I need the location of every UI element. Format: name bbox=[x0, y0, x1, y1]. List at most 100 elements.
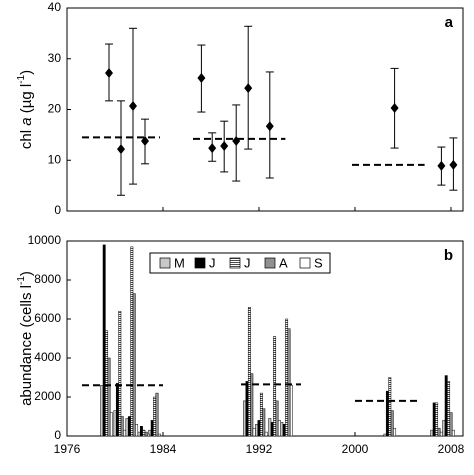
bar bbox=[113, 410, 117, 437]
label-part: chl bbox=[18, 126, 35, 149]
bar bbox=[137, 431, 141, 437]
point bbox=[449, 159, 458, 170]
bar bbox=[285, 318, 289, 437]
legend-label: J bbox=[244, 255, 251, 270]
bar bbox=[449, 412, 453, 437]
bar bbox=[262, 408, 266, 437]
bar bbox=[123, 429, 127, 437]
bar bbox=[118, 310, 122, 437]
bar bbox=[132, 293, 136, 437]
bar bbox=[127, 416, 131, 437]
x-tick-label: 2008 bbox=[438, 442, 465, 456]
bar bbox=[252, 427, 256, 437]
bar bbox=[157, 433, 161, 437]
bar bbox=[142, 429, 146, 437]
bar bbox=[447, 381, 451, 437]
bar bbox=[432, 402, 436, 437]
bar bbox=[442, 420, 446, 437]
point bbox=[232, 135, 241, 146]
x-tick-label: 1992 bbox=[246, 442, 273, 456]
y-tick-label: 0 bbox=[54, 203, 61, 217]
legend-swatch bbox=[229, 257, 241, 269]
legend-label: M bbox=[174, 255, 185, 270]
bar bbox=[289, 385, 293, 437]
point bbox=[244, 83, 253, 94]
bar bbox=[385, 390, 389, 437]
legend-label: S bbox=[314, 255, 323, 270]
bar bbox=[280, 422, 284, 437]
legend-swatch bbox=[194, 257, 206, 269]
panel-label: a bbox=[445, 14, 454, 31]
y-axis-label: chl a (µg l-1) bbox=[16, 70, 35, 149]
bar bbox=[270, 422, 274, 437]
label-part: ) bbox=[18, 271, 35, 276]
bar bbox=[388, 377, 392, 437]
label-part: -1 bbox=[16, 74, 27, 83]
bar bbox=[444, 375, 448, 437]
y-tick-label: 8000 bbox=[34, 272, 61, 286]
bar bbox=[383, 433, 387, 437]
y-tick-label: 20 bbox=[48, 102, 62, 116]
bar bbox=[139, 426, 143, 437]
bar bbox=[130, 246, 134, 437]
point bbox=[437, 160, 446, 171]
legend-swatch bbox=[299, 257, 311, 269]
bar bbox=[255, 424, 259, 437]
bar bbox=[150, 420, 154, 437]
bar bbox=[144, 431, 148, 437]
bar bbox=[155, 392, 159, 437]
y-tick-label: 30 bbox=[48, 51, 62, 65]
x-tick-label: 2000 bbox=[342, 442, 369, 456]
point bbox=[129, 100, 137, 111]
bar bbox=[282, 424, 286, 437]
bar bbox=[435, 402, 439, 437]
bar bbox=[439, 431, 443, 437]
point bbox=[141, 135, 149, 146]
point bbox=[390, 102, 399, 113]
bar bbox=[147, 433, 151, 437]
label-part: ) bbox=[18, 70, 35, 75]
y-tick-label: 40 bbox=[48, 0, 62, 14]
bar bbox=[257, 420, 261, 437]
legend-swatch bbox=[159, 257, 171, 269]
bar bbox=[451, 429, 455, 437]
y-tick-label: 10 bbox=[48, 152, 62, 166]
x-tick-label: 1984 bbox=[150, 442, 177, 456]
label-part: (µg l bbox=[18, 84, 35, 118]
point bbox=[208, 143, 217, 154]
bar bbox=[105, 330, 109, 437]
label-part: -1 bbox=[16, 276, 27, 285]
point bbox=[105, 67, 113, 78]
bar bbox=[250, 373, 254, 437]
bar bbox=[268, 418, 272, 437]
bar bbox=[115, 383, 119, 437]
bar bbox=[247, 307, 251, 437]
y-tick-label: 10000 bbox=[28, 233, 62, 247]
label-part: a bbox=[18, 117, 35, 125]
bar bbox=[287, 328, 291, 437]
bar bbox=[153, 396, 157, 437]
bar bbox=[120, 416, 124, 437]
y-tick-label: 4000 bbox=[34, 350, 61, 364]
label-part: abundance (cells l bbox=[18, 285, 35, 406]
bar bbox=[100, 385, 104, 437]
bar bbox=[135, 424, 139, 437]
bar bbox=[264, 431, 268, 437]
bar bbox=[393, 427, 397, 437]
bar bbox=[245, 381, 249, 437]
panel-label: b bbox=[444, 247, 453, 264]
y-axis-label: abundance (cells l-1) bbox=[16, 271, 35, 406]
point bbox=[220, 141, 229, 152]
bar bbox=[277, 420, 281, 437]
legend-label: J bbox=[209, 255, 216, 270]
bar bbox=[390, 410, 394, 437]
bar bbox=[107, 357, 111, 437]
bar bbox=[243, 400, 247, 437]
bar bbox=[275, 400, 279, 437]
plot-frame bbox=[66, 7, 464, 212]
bar bbox=[125, 418, 129, 437]
y-tick-label: 2000 bbox=[34, 389, 61, 403]
y-tick-label: 0 bbox=[54, 428, 61, 442]
legend-label: A bbox=[279, 255, 288, 270]
